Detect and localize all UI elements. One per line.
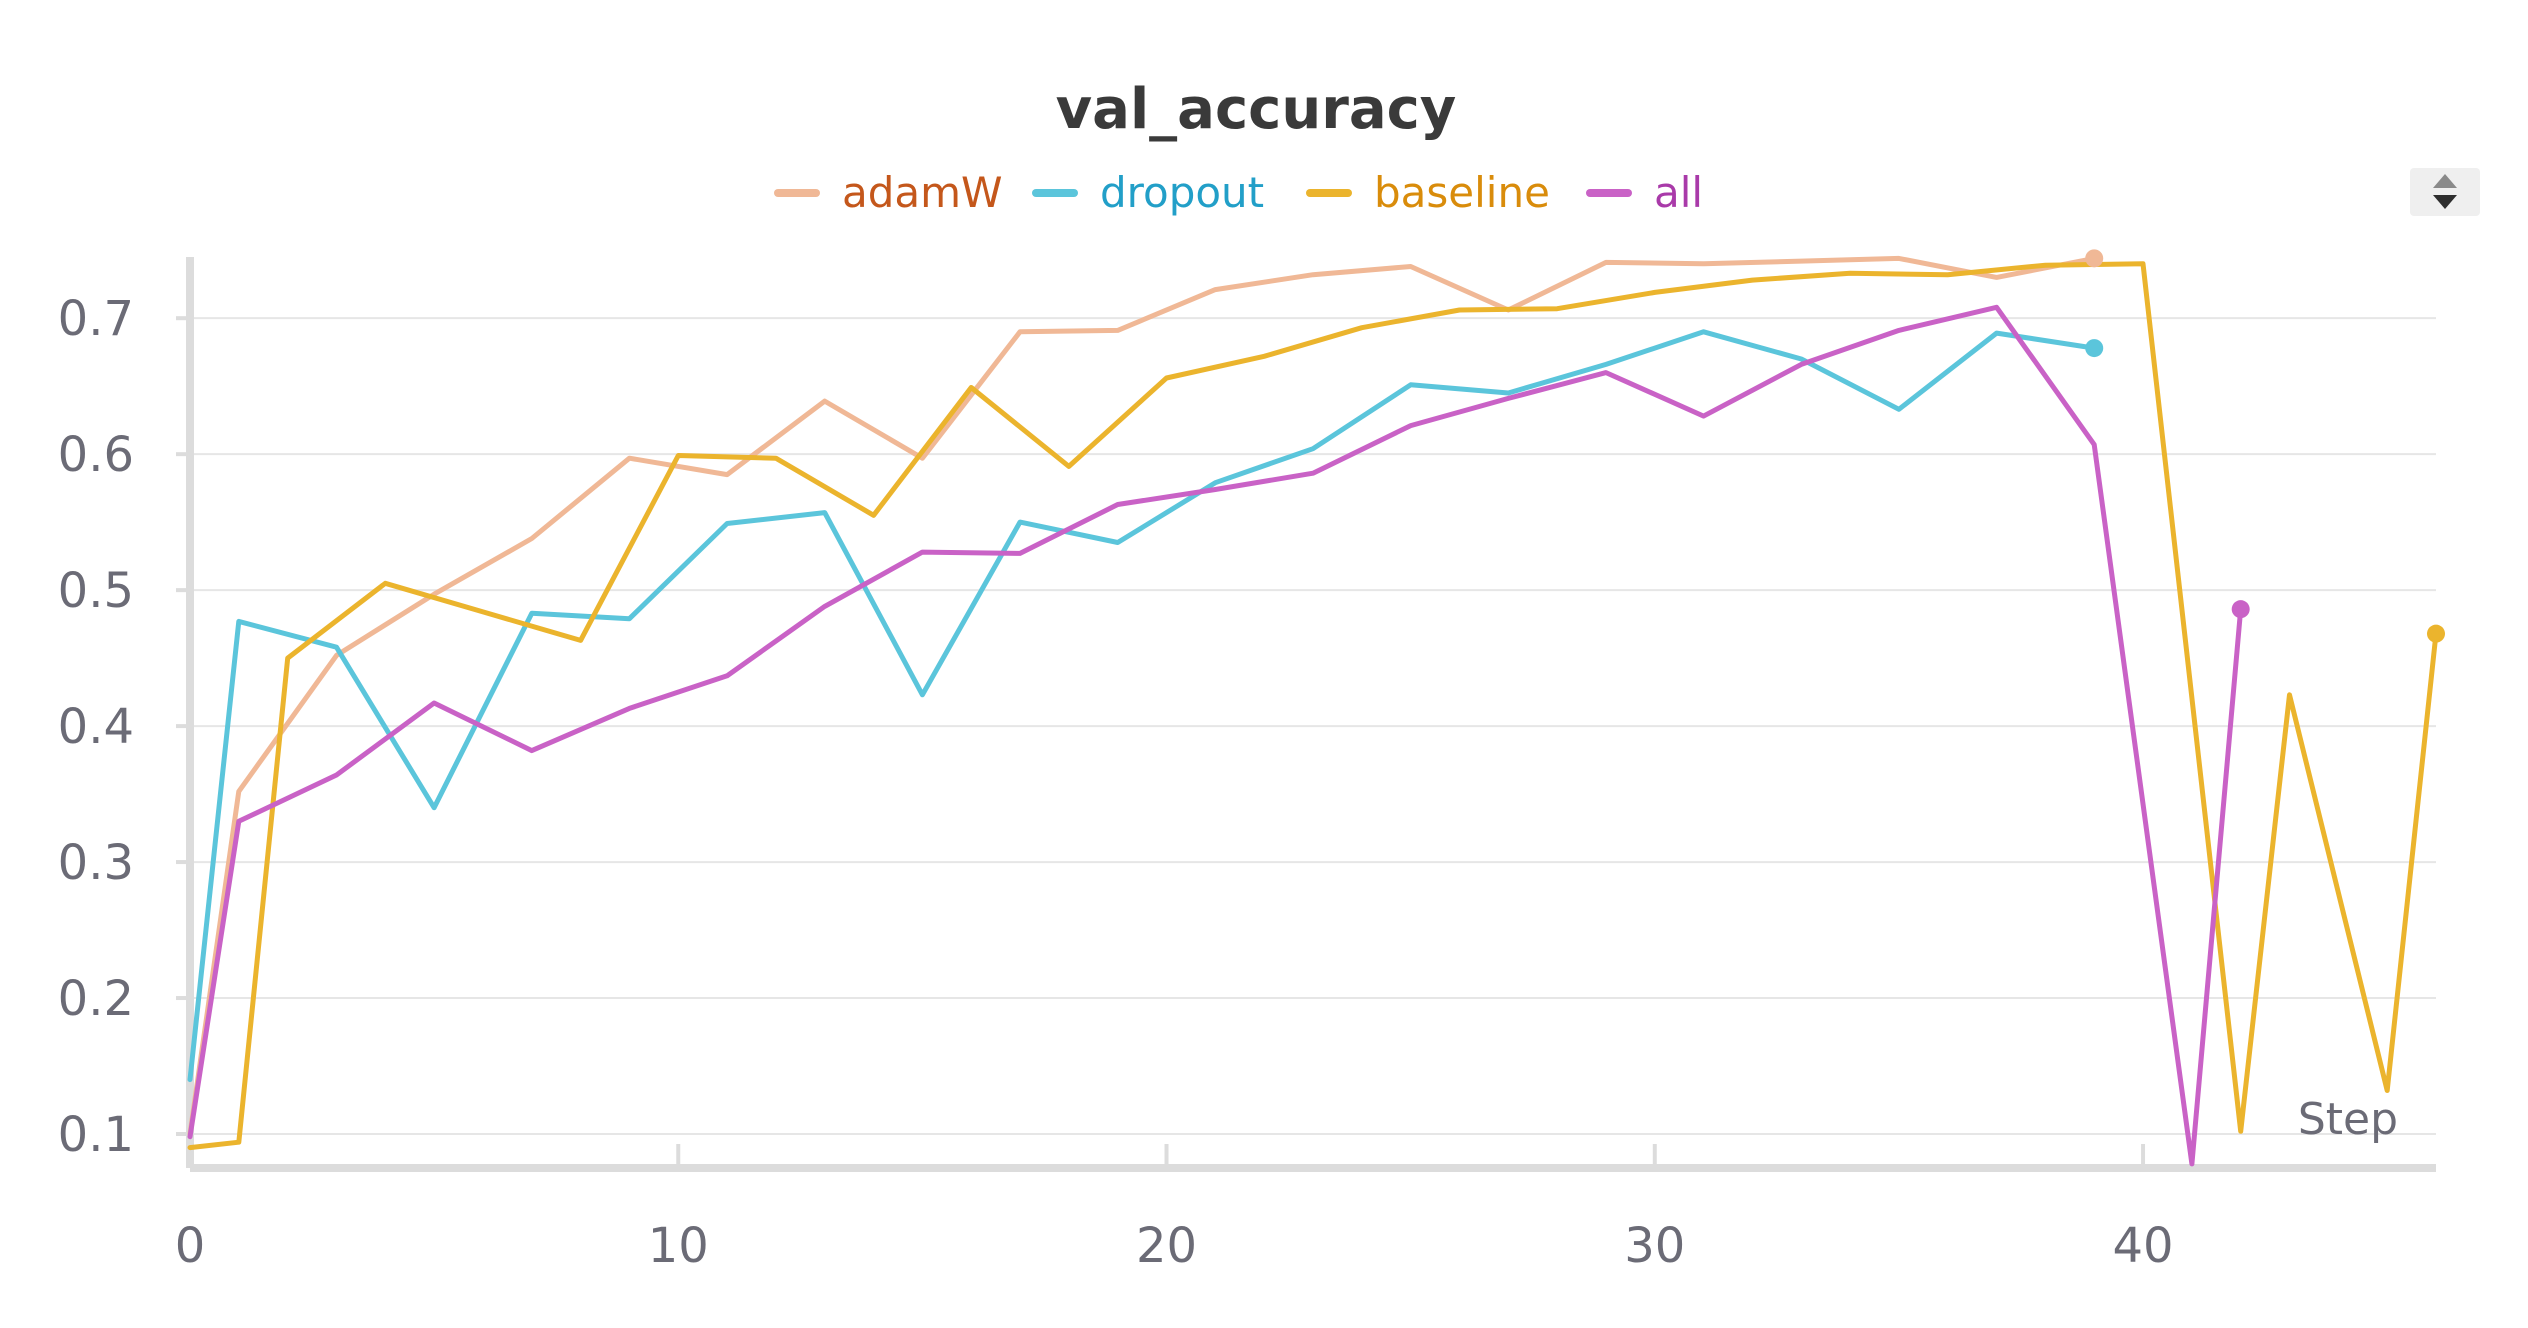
y-tick-label: 0.3 (58, 835, 134, 891)
legend-scroll-control[interactable] (2410, 168, 2480, 216)
end-marker-adamW (2085, 249, 2104, 268)
x-axis-label: Step (2298, 1094, 2398, 1145)
legend-item-adamW[interactable]: adamW (774, 168, 1003, 217)
end-marker-baseline (2427, 624, 2445, 643)
legend-item-all[interactable]: all (1586, 168, 1703, 217)
series-line-all (187, 304, 2244, 1167)
end-markers (2085, 249, 2445, 643)
legend-label: dropout (1100, 168, 1264, 217)
x-tick-label: 10 (648, 1218, 709, 1274)
y-tick-label: 0.1 (58, 1107, 134, 1163)
x-tick-label: 30 (1624, 1218, 1685, 1274)
axes (186, 257, 2436, 1172)
chevron-down-icon[interactable] (2433, 195, 2457, 209)
chevron-up-icon[interactable] (2433, 174, 2457, 188)
legend-label: all (1654, 168, 1703, 217)
legend-item-dropout[interactable]: dropout (1032, 168, 1264, 217)
end-marker-dropout (2085, 339, 2104, 358)
legend: adamW dropout baseline all (774, 168, 1703, 217)
y-tick-label: 0.2 (58, 971, 134, 1027)
x-tick-label: 40 (2113, 1218, 2174, 1274)
y-tick-label: 0.6 (58, 427, 134, 483)
x-tick-label: 20 (1136, 1218, 1197, 1274)
series-line-baseline (187, 261, 2439, 1151)
x-tick-label: 0 (175, 1218, 206, 1274)
series-line-dropout (187, 329, 2097, 1083)
y-tick-label: 0.4 (58, 699, 134, 755)
end-marker-all (2231, 600, 2250, 619)
y-tick-label: 0.7 (58, 291, 134, 347)
legend-label: adamW (842, 168, 1003, 217)
series-line-adamW (187, 255, 2097, 1137)
y-tick-label: 0.5 (58, 563, 134, 619)
legend-item-baseline[interactable]: baseline (1306, 168, 1550, 217)
chart-title: val_accuracy (1056, 77, 1457, 142)
tick-labels: 0.1 0.2 0.3 0.4 0.5 0.6 0.7 0 10 20 30 40 (58, 291, 2174, 1274)
series-lines (187, 255, 2439, 1167)
legend-label: baseline (1374, 168, 1550, 217)
gridlines (176, 316, 2436, 1137)
